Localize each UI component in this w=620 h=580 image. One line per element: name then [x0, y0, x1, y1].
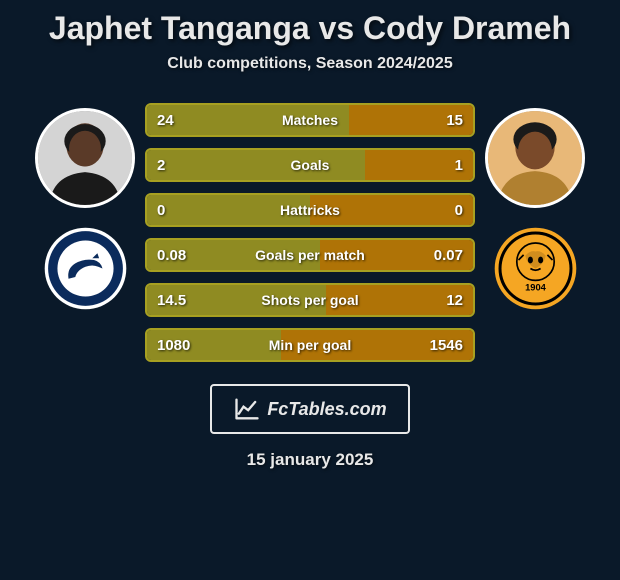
stat-value-right: 1: [455, 157, 463, 174]
stat-value-right: 0.07: [434, 247, 463, 264]
right-side: 1904: [475, 103, 595, 362]
stat-value-left: 2: [157, 157, 165, 174]
stat-label: Goals: [291, 157, 330, 173]
stat-row: 2 1 Goals: [145, 148, 475, 182]
stat-value-left: 14.5: [157, 292, 186, 309]
stat-label: Hattricks: [280, 202, 340, 218]
stat-value-right: 12: [446, 292, 463, 309]
stat-row: 0 0 Hattricks: [145, 193, 475, 227]
hull-city-crest-icon: 1904: [493, 226, 578, 311]
main-row: 24 15 Matches 2 1 Goals 0 0 Hattricks 0.08 0.07 Goa…: [0, 103, 620, 362]
stat-label: Shots per goal: [261, 292, 358, 308]
club-right-crest: 1904: [493, 226, 578, 311]
stat-label: Goals per match: [255, 247, 365, 263]
stat-label: Min per goal: [269, 337, 351, 353]
stat-value-left: 24: [157, 112, 174, 129]
stat-row: 14.5 12 Shots per goal: [145, 283, 475, 317]
stat-label: Matches: [282, 112, 338, 128]
left-side: [25, 103, 145, 362]
stat-row: 0.08 0.07 Goals per match: [145, 238, 475, 272]
subtitle: Club competitions, Season 2024/2025: [0, 55, 620, 73]
club-left-crest: [43, 226, 128, 311]
branding-text: FcTables.com: [267, 399, 386, 420]
person-silhouette-icon: [38, 111, 132, 205]
branding-badge: FcTables.com: [210, 384, 410, 434]
stat-row: 1080 1546 Min per goal: [145, 328, 475, 362]
comparison-card: Japhet Tanganga vs Cody Drameh Club comp…: [0, 0, 620, 580]
stat-value-left: 0: [157, 202, 165, 219]
chart-line-icon: [233, 395, 261, 423]
date-text: 15 january 2025: [0, 450, 620, 470]
player-right-avatar: [485, 108, 585, 208]
stat-row: 24 15 Matches: [145, 103, 475, 137]
svg-text:1904: 1904: [525, 283, 547, 293]
stat-value-right: 0: [455, 202, 463, 219]
stat-value-left: 1080: [157, 337, 190, 354]
page-title: Japhet Tanganga vs Cody Drameh: [0, 10, 620, 47]
stat-fill-left: [147, 150, 365, 180]
person-silhouette-icon: [488, 111, 582, 205]
player-left-avatar: [35, 108, 135, 208]
millwall-crest-icon: [43, 226, 128, 311]
stat-value-right: 1546: [430, 337, 463, 354]
stat-value-left: 0.08: [157, 247, 186, 264]
stats-column: 24 15 Matches 2 1 Goals 0 0 Hattricks 0.08 0.07 Goa…: [145, 103, 475, 362]
stat-value-right: 15: [446, 112, 463, 129]
